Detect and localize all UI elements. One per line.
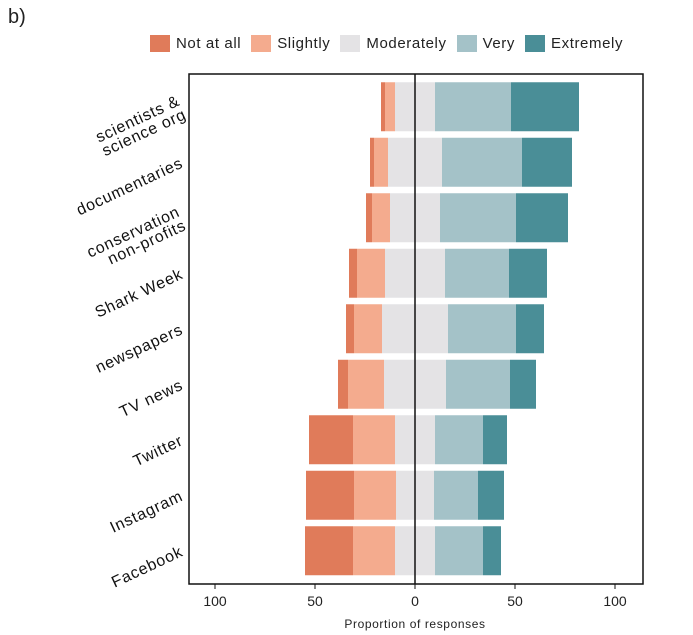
bar-twitter-very [435,415,483,465]
bar-newspapers-extremely [516,304,544,354]
bar-scientists-science-org-extremely [511,82,579,132]
bar-instagram-extremely [478,470,504,520]
bar-facebook-slightly [353,526,395,576]
bar-documentaries-not-at-all [370,137,374,187]
bar-newspapers-slightly [354,304,382,354]
category-label-twitter: Twitter [131,433,186,471]
legend-label-slightly: Slightly [277,34,331,52]
category-label-facebook: Facebook [109,543,186,591]
bar-instagram-slightly [354,470,396,520]
legend-swatch-very [456,34,477,52]
x-tick-label-2: 0 [411,593,419,609]
x-tick-label-1: 50 [307,593,323,609]
bar-instagram-very [434,470,478,520]
x-axis-ticks: 100 50 0 50 100 [203,584,627,609]
category-labels: scientists &science orgdocumentariescons… [74,93,189,592]
bar-twitter-slightly [353,415,395,465]
category-label-conservation-non-profits: conservationnon-profits [85,204,189,275]
bar-shark-week-very [445,248,509,298]
x-tick-label-4: 100 [603,593,627,609]
legend-item-not-at-all: Not at all [150,34,242,52]
legend-item-very: Very [456,34,515,52]
bar-conservation-non-profits-very [440,193,516,243]
bar-tv-news-not-at-all [338,359,348,409]
bars-layer [305,82,579,576]
bar-conservation-non-profits-slightly [372,193,390,243]
x-axis-label: Proportion of responses [344,617,485,631]
x-tick-label-0: 100 [203,593,227,609]
bar-documentaries-extremely [522,137,572,187]
legend-swatch-not-at-all [150,34,170,52]
bar-tv-news-very [446,359,510,409]
legend-label-very: Very [482,34,515,52]
legend-item-moderately: Moderately [340,34,447,52]
bar-scientists-science-org-not-at-all [381,82,385,132]
bar-newspapers-not-at-all [346,304,354,354]
bar-documentaries-slightly [374,137,388,187]
bar-newspapers-very [448,304,516,354]
category-label-instagram: Instagram [108,488,186,537]
bar-conservation-non-profits-not-at-all [366,193,372,243]
panel-label: b) [8,6,26,28]
x-tick-label-3: 50 [507,593,523,609]
legend-label-moderately: Moderately [366,34,447,52]
legend-swatch-slightly [251,34,272,52]
chart-legend: Not at all Slightly Moderately Very Extr… [150,32,633,54]
bar-tv-news-slightly [348,359,384,409]
bar-documentaries-very [442,137,522,187]
category-label-newspapers: newspapers [93,322,186,377]
bar-shark-week-slightly [357,248,385,298]
legend-swatch-extremely [524,34,545,52]
bar-twitter-extremely [483,415,507,465]
bar-facebook-extremely [483,526,501,576]
bar-twitter-not-at-all [309,415,353,465]
legend-swatch-moderately [340,34,361,52]
bar-facebook-very [435,526,483,576]
bar-scientists-science-org-very [435,82,511,132]
category-label-shark-week: Shark Week [93,266,186,322]
category-label-tv-news: TV news [117,377,186,421]
plot-frame [188,73,644,585]
bar-facebook-not-at-all [305,526,353,576]
bar-scientists-science-org-slightly [385,82,395,132]
legend-item-extremely: Extremely [524,34,624,52]
category-label-scientists-science-org: scientists &science org [93,93,189,160]
bar-tv-news-extremely [510,359,536,409]
bar-instagram-not-at-all [306,470,354,520]
bar-conservation-non-profits-extremely [516,193,568,243]
bar-shark-week-extremely [509,248,547,298]
bar-shark-week-not-at-all [349,248,357,298]
legend-item-slightly: Slightly [251,34,331,52]
legend-label-not-at-all: Not at all [176,34,242,52]
legend-label-extremely: Extremely [550,34,624,52]
